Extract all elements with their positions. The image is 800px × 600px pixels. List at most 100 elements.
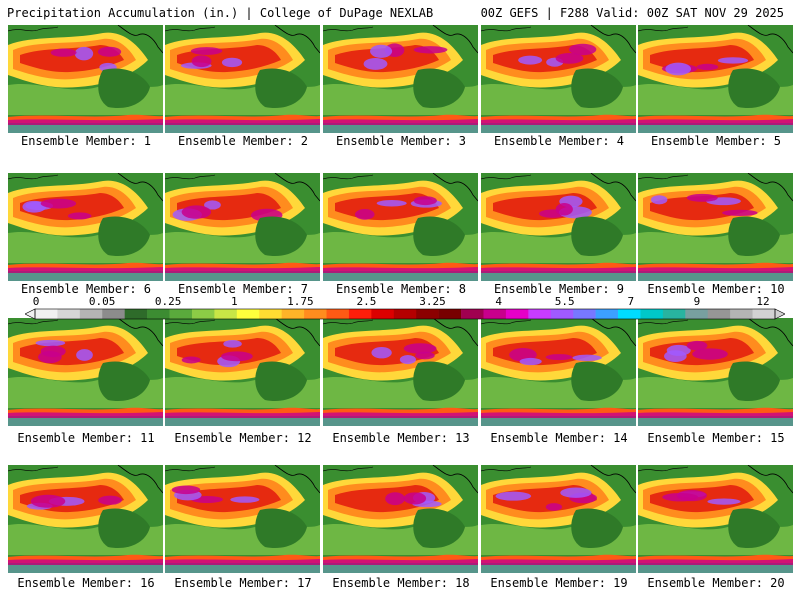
coastline-asia <box>481 466 532 472</box>
colorbar-swatch <box>438 309 462 319</box>
dry-region <box>571 361 623 402</box>
precip-core <box>363 58 388 70</box>
dry-region <box>413 68 465 109</box>
ensemble-member-label: Ensemble Member: 12 <box>174 431 312 445</box>
tropical-band-core <box>165 119 320 125</box>
ensemble-member-label: Ensemble Member: 19 <box>490 576 628 590</box>
colorbar-swatch <box>102 309 125 319</box>
tropical-band-blue <box>165 565 320 573</box>
ensemble-member-label: Ensemble Member: 15 <box>647 431 785 445</box>
tropical-band-blue <box>638 273 793 281</box>
colorbar-swatch <box>416 309 439 319</box>
ensemble-member-label: Ensemble Member: 10 <box>647 282 785 296</box>
ensemble-map-13 <box>323 318 478 426</box>
colorbar-swatch <box>573 309 596 319</box>
ensemble-map-16 <box>8 465 163 573</box>
dry-region <box>255 216 307 257</box>
coastline-asia <box>323 466 374 472</box>
dry-region <box>98 361 150 402</box>
tropical-band-core <box>638 267 793 273</box>
coastline-asia <box>323 319 374 325</box>
precip-core <box>40 345 66 358</box>
header-bar: Precipitation Accumulation (in.) | Colle… <box>0 0 800 24</box>
colorbar-tick-label: 3.25 <box>419 295 446 308</box>
colorbar-swatch <box>483 309 507 319</box>
ensemble-map-14 <box>481 318 636 426</box>
colorbar-swatch <box>371 309 395 319</box>
tropical-band-core <box>165 412 320 418</box>
colorbar-swatch <box>662 309 686 319</box>
precip-core <box>30 494 66 508</box>
coastline <box>747 465 793 494</box>
colorbar-swatch <box>169 309 193 319</box>
dry-region <box>255 508 307 549</box>
coastline-asia <box>638 319 689 325</box>
coastline-asia <box>481 319 532 325</box>
precip-core <box>221 57 243 68</box>
ensemble-member-label: Ensemble Member: 7 <box>177 282 309 296</box>
colorbar-swatch <box>304 309 327 319</box>
coastline <box>274 25 320 54</box>
colorbar-tick-label: 5.5 <box>554 295 575 308</box>
coastline-asia <box>638 174 689 180</box>
ensemble-map-18 <box>323 465 478 573</box>
precip-core <box>519 357 542 366</box>
colorbar-swatch <box>236 309 260 319</box>
colorbar-swatch <box>595 309 619 319</box>
colorbar-tick-label: 0.05 <box>88 295 116 308</box>
colorbar-swatch <box>393 309 417 319</box>
tropical-band-blue <box>165 125 320 133</box>
coastline-asia <box>165 26 216 32</box>
colorbar-swatch <box>214 309 238 319</box>
coastline-asia <box>8 319 59 325</box>
precip-core <box>67 212 92 220</box>
precip-swath-red <box>177 485 281 513</box>
colorbar-tick-label: 1 <box>230 295 238 308</box>
ensemble-map-4 <box>481 25 636 133</box>
dry-region <box>413 216 465 257</box>
precip-core <box>40 198 77 209</box>
ensemble-map-2 <box>165 25 320 133</box>
colorbar-tick-label: 12 <box>756 295 770 308</box>
precip-core <box>385 492 405 506</box>
tropical-band-core <box>638 559 793 565</box>
precip-core <box>35 339 66 347</box>
tropical-band-core <box>8 412 163 418</box>
precip-core <box>686 193 718 202</box>
precip-core <box>560 487 592 498</box>
tropical-band-blue <box>638 125 793 133</box>
precip-core <box>376 200 407 207</box>
coastline <box>117 465 163 494</box>
coastline <box>432 25 478 54</box>
dry-region <box>728 68 780 109</box>
precip-core <box>171 485 201 495</box>
colorbar-swatch <box>35 309 58 319</box>
precip-core <box>76 349 93 361</box>
precip-swath-red <box>335 45 439 73</box>
ensemble-member-label: Ensemble Member: 9 <box>493 282 625 296</box>
coastline <box>117 173 163 202</box>
precip-core <box>717 57 749 64</box>
ensemble-map-5 <box>638 25 793 133</box>
precip-core <box>545 354 573 361</box>
tropical-band-core <box>8 267 163 273</box>
precip-core <box>204 200 221 210</box>
colorbar-swatch <box>550 309 574 319</box>
tropical-band-blue <box>323 125 478 133</box>
tropical-band-blue <box>481 418 636 426</box>
ensemble-member-label: Ensemble Member: 8 <box>335 282 467 296</box>
colorbar-swatch <box>281 309 305 319</box>
ensemble-member-label: Ensemble Member: 11 <box>17 431 155 445</box>
precip-core <box>190 47 223 55</box>
precipitation-colorbar <box>25 308 785 320</box>
precip-core <box>545 503 563 511</box>
precip-core <box>74 46 94 61</box>
ensemble-map-3 <box>323 25 478 133</box>
colorbar-right-arrow <box>774 308 785 320</box>
tropical-band-blue <box>8 565 163 573</box>
tropical-band-blue <box>481 125 636 133</box>
colorbar-swatch <box>707 309 731 319</box>
dry-region <box>98 68 150 109</box>
ensemble-map-19 <box>481 465 636 573</box>
tropical-band-blue <box>481 273 636 281</box>
